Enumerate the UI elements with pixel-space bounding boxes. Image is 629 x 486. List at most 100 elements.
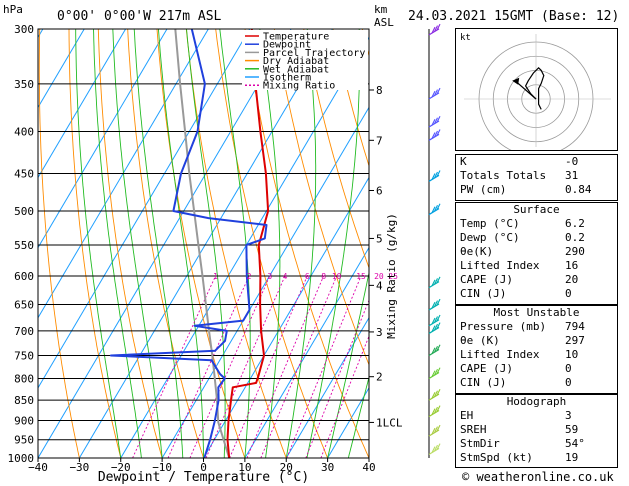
most-unstable-label: Pressure (mb) bbox=[460, 320, 547, 333]
pressure-tick-label: 300 bbox=[14, 23, 34, 36]
temp-tick-label: 40 bbox=[362, 461, 375, 474]
pressure-tick-label: 750 bbox=[14, 349, 34, 362]
wind-barb bbox=[428, 203, 441, 216]
hodograph-stat-row: EH 3 bbox=[456, 409, 617, 423]
temp-tick-label: −20 bbox=[111, 461, 131, 474]
indices-panel: K -0 Totals Totals 31 PW (cm) 0.84 bbox=[455, 154, 618, 201]
most-unstable-value: 794 bbox=[565, 320, 585, 333]
hodograph-chart: kt bbox=[460, 33, 611, 157]
parcel-trajectory-line bbox=[174, 29, 231, 458]
dry-adiabat-line bbox=[38, 29, 80, 458]
hodograph-trace bbox=[524, 66, 545, 110]
mixing-ratio-line bbox=[189, 275, 271, 458]
temp-tick-label: 10 bbox=[238, 461, 251, 474]
legend-background bbox=[242, 30, 368, 90]
surface-value: 0 bbox=[565, 287, 572, 300]
dry-adiabat-line bbox=[332, 29, 369, 168]
y-axis-label: Mixing Ratio (g/kg) bbox=[385, 213, 398, 339]
hodograph-table: EH 3 SREH 59 StmDir 54° StmSpd (kt) 19 bbox=[456, 409, 617, 465]
dry-adiabat-line bbox=[97, 29, 163, 458]
surface-label: Lifted Index bbox=[460, 259, 540, 272]
hodograph-stat-label: StmSpd (kt) bbox=[460, 451, 533, 464]
surface-value: 20 bbox=[565, 273, 579, 286]
mixing-ratio-label: 8 bbox=[321, 272, 326, 281]
mixing-ratio-label: 2 bbox=[247, 272, 252, 281]
wind-barb-feather bbox=[434, 278, 438, 285]
hodograph-table-title: Hodograph bbox=[506, 395, 567, 408]
km-tick-label: 5 bbox=[376, 232, 383, 245]
most-unstable-row: CAPE (J) 0 bbox=[456, 362, 617, 376]
wet-adiabat-line bbox=[112, 29, 163, 458]
mixing-ratio-label: 4 bbox=[283, 272, 288, 281]
pressure-tick-label: 650 bbox=[14, 299, 34, 312]
wind-barb bbox=[428, 276, 441, 289]
temp-tick-label: −30 bbox=[69, 461, 89, 474]
most-unstable-value: 297 bbox=[565, 334, 585, 347]
index-value: 31 bbox=[565, 169, 579, 182]
mixing-ratio-label: 1 bbox=[213, 272, 218, 281]
temp-tick-label: 20 bbox=[280, 461, 293, 474]
hodograph-stat-label: EH bbox=[460, 409, 474, 422]
wind-barb bbox=[428, 115, 441, 128]
mixing-ratio-label: 10 bbox=[332, 272, 342, 281]
wind-barb bbox=[428, 87, 441, 100]
pressure-tick-label: 350 bbox=[14, 78, 34, 91]
wind-barb-feather bbox=[431, 132, 436, 139]
surface-label: Dewp (°C) bbox=[460, 231, 520, 244]
copyright: © weatheronline.co.uk bbox=[462, 470, 614, 484]
isotherm-line bbox=[38, 29, 292, 458]
isotherm-line bbox=[120, 36, 369, 458]
wind-barb-feather bbox=[434, 406, 438, 414]
hodograph-stat-value: 54° bbox=[565, 437, 585, 450]
isotherm-line bbox=[38, 29, 251, 389]
index-row: K -0 bbox=[456, 155, 617, 169]
isotherm-line bbox=[78, 29, 333, 458]
temp-tick-label: 0 bbox=[200, 461, 207, 474]
hodograph-table-panel: Hodograph EH 3 SREH 59 StmDir 54° StmSpd (kt) 1… bbox=[455, 394, 618, 468]
wind-barb-feather bbox=[434, 345, 438, 353]
legend-entry: Mixing Ratio bbox=[263, 81, 335, 92]
wind-barb-feather bbox=[436, 424, 441, 432]
pressure-tick-label: 800 bbox=[14, 372, 34, 385]
wind-barb-feather bbox=[434, 426, 438, 433]
storm-motion-arrow bbox=[514, 80, 537, 100]
isotherm-line bbox=[0, 29, 1, 458]
mixing-ratio-line bbox=[246, 275, 325, 458]
mixing-ratio-line bbox=[229, 275, 308, 458]
surface-label: CAPE (J) bbox=[460, 273, 513, 286]
temperature-line bbox=[226, 29, 270, 458]
wind-barb-feather bbox=[436, 203, 441, 211]
temp-tick-label: 30 bbox=[321, 461, 334, 474]
wind-barb-feather bbox=[436, 298, 441, 306]
mixing-ratio-label: 3 bbox=[267, 272, 272, 281]
wind-barb-feather bbox=[431, 392, 436, 399]
surface-panel: Surface Temp (°C) 6.2 Dewp (°C) 0.2 θe(K) 290… bbox=[455, 202, 618, 305]
wind-barb-feather bbox=[434, 205, 438, 212]
km-tick-label: 1LCL bbox=[376, 416, 403, 429]
legend-entry: Dry Adiabat bbox=[263, 56, 329, 67]
dewpoint-line bbox=[109, 29, 268, 458]
wind-barb-feather bbox=[434, 390, 438, 398]
index-value: -0 bbox=[565, 155, 579, 168]
wind-barb bbox=[428, 389, 441, 401]
isotherm-line bbox=[38, 29, 168, 249]
surface-label: CIN (J) bbox=[460, 287, 507, 300]
km-tick-label: 7 bbox=[376, 134, 383, 147]
wind-barb-feather bbox=[434, 323, 438, 331]
pressure-tick-label: 1000 bbox=[8, 452, 35, 465]
wind-barbs bbox=[428, 23, 441, 458]
wind-barb-feather bbox=[436, 129, 441, 136]
mixing-ratio-line bbox=[286, 275, 362, 458]
surface-value: 16 bbox=[565, 259, 579, 272]
x-axis-label: Dewpoint / Temperature (°C) bbox=[98, 470, 309, 485]
wind-barb-feather bbox=[431, 325, 436, 332]
wind-barb bbox=[428, 344, 441, 357]
km-tick-label: 6 bbox=[376, 184, 383, 197]
isotherm-line bbox=[38, 29, 85, 109]
pressure-tick-label: 400 bbox=[14, 126, 34, 139]
pressure-tick-label: 600 bbox=[14, 270, 34, 283]
most-unstable-panel: Most Unstable Pressure (mb) 794 θe (K) 297 L… bbox=[455, 305, 618, 394]
most-unstable-row: Pressure (mb) 794 bbox=[456, 320, 617, 334]
wind-barb bbox=[428, 170, 441, 182]
